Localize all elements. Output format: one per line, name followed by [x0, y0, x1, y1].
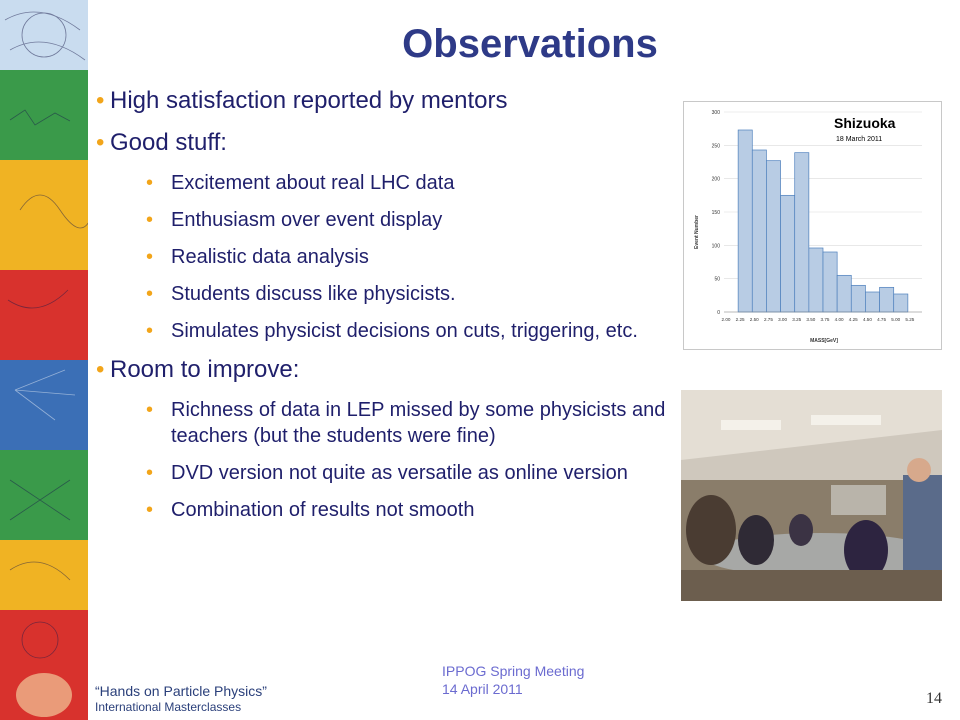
- bullet-list: • High satisfaction reported by mentors •…: [96, 86, 666, 534]
- bullet-item: • Room to improve:: [96, 356, 300, 383]
- histogram-bar: [879, 286, 895, 313]
- sub-bullet-item: • Students discuss like physicists.: [146, 283, 456, 305]
- bullet-text: Good stuff:: [110, 129, 227, 156]
- y-tick-label: 50: [714, 277, 720, 283]
- x-tick-label: 3.75: [821, 317, 830, 322]
- x-axis-label: MASS[GeV]: [810, 338, 838, 344]
- histogram-bar: [822, 251, 838, 313]
- sub-bullet-text: Excitement about real LHC data: [171, 172, 455, 194]
- y-tick-label: 150: [712, 210, 721, 216]
- x-tick-label: 4.50: [863, 317, 872, 322]
- sub-bullet-text: DVD version not quite as versatile as on…: [171, 462, 628, 484]
- x-tick-label: 4.25: [849, 317, 858, 322]
- chart-subtitle: 18 March 2011: [836, 136, 882, 143]
- sub-bullet-item: • Simulates physicist decisions on cuts, …: [146, 320, 638, 342]
- meeting-name: IPPOG Spring Meeting: [442, 663, 585, 679]
- x-tick-label: 5.25: [905, 317, 914, 322]
- histogram-svg: 0 50 100 150 200 250 300 2.00 2.25 2.50 2.75 3.00 3…: [694, 110, 922, 344]
- sub-bullet-item: • Realistic data analysis: [146, 246, 369, 268]
- bullet-item: • Good stuff:: [96, 129, 227, 156]
- y-tick-label: 250: [712, 143, 721, 149]
- x-tick-label: 4.00: [835, 317, 844, 322]
- sub-bullet-item: • Enthusiasm over event display: [146, 209, 443, 231]
- bullet-text: Room to improve:: [110, 356, 300, 383]
- histogram-bar: [893, 293, 909, 313]
- sub-bullet-text: Realistic data analysis: [171, 246, 369, 268]
- histogram-bar: [865, 291, 880, 313]
- logo-line-1: “Hands on Particle Physics”: [95, 683, 267, 699]
- chart-title: Shizuoka: [834, 115, 896, 131]
- meeting-footer: IPPOG Spring Meeting 14 April 2011: [442, 662, 584, 698]
- meeting-date: 14 April 2011: [442, 681, 523, 697]
- histogram-bar: [794, 152, 810, 313]
- y-axis-label: Event Number: [694, 215, 700, 249]
- y-tick-label: 300: [712, 110, 721, 116]
- sub-bullet-text: Simulates physicist decisions on cuts, t…: [171, 320, 638, 342]
- x-tick-label: 3.50: [806, 317, 815, 322]
- sub-bullet-text: Richness of data in LEP missed by some p…: [171, 399, 666, 447]
- sub-bullet-item: • Excitement about real LHC data: [146, 172, 455, 194]
- masterclass-logo: [0, 665, 300, 720]
- sub-bullet-item: • DVD version not quite as versatile as o…: [146, 462, 628, 484]
- y-tick-label: 200: [712, 177, 721, 183]
- sub-bullet-text: Students discuss like physicists.: [171, 283, 456, 305]
- histogram-bar: [766, 160, 781, 313]
- logo-line-2: International Masterclasses: [95, 700, 242, 714]
- slide-title: Observations: [402, 22, 658, 66]
- decorative-sidebar: [0, 0, 88, 665]
- physics-scribble-decoration: [4, 11, 88, 659]
- histogram-bar: [808, 247, 824, 313]
- x-tick-label: 2.75: [764, 317, 773, 322]
- histogram-bar: [780, 194, 796, 313]
- sub-bullet-text: Enthusiasm over event display: [171, 209, 443, 231]
- sub-bullet-item: • Richness of data in LEP missed by some …: [146, 399, 666, 447]
- x-tick-label: 2.00: [722, 317, 731, 322]
- x-tick-label: 4.75: [877, 317, 886, 322]
- page-number: 14: [926, 690, 942, 707]
- histogram-chart: 0 50 100 150 200 250 300 2.00 2.25 2.50 2.75 3.00 3…: [683, 101, 942, 350]
- histogram-bar: [737, 129, 753, 313]
- bullet-text: High satisfaction reported by mentors: [110, 87, 508, 114]
- x-tick-label: 2.25: [736, 317, 745, 322]
- histogram-bar: [751, 149, 767, 313]
- sub-bullet-item: • Combination of results not smooth: [146, 499, 475, 521]
- x-tick-label: 3.00: [778, 317, 787, 322]
- y-tick-label: 100: [712, 243, 721, 249]
- histogram-bar: [850, 284, 866, 313]
- x-tick-label: 2.50: [750, 317, 759, 322]
- x-tick-label: 3.25: [792, 317, 801, 322]
- histogram-bar: [836, 274, 852, 313]
- x-tick-label: 5.00: [891, 317, 900, 322]
- classroom-photo: [681, 390, 942, 601]
- bullet-item: • High satisfaction reported by mentors: [96, 87, 508, 114]
- sub-bullet-text: Combination of results not smooth: [171, 499, 475, 521]
- y-tick-label: 0: [717, 310, 720, 316]
- physicist-portrait-icon: [0, 665, 88, 720]
